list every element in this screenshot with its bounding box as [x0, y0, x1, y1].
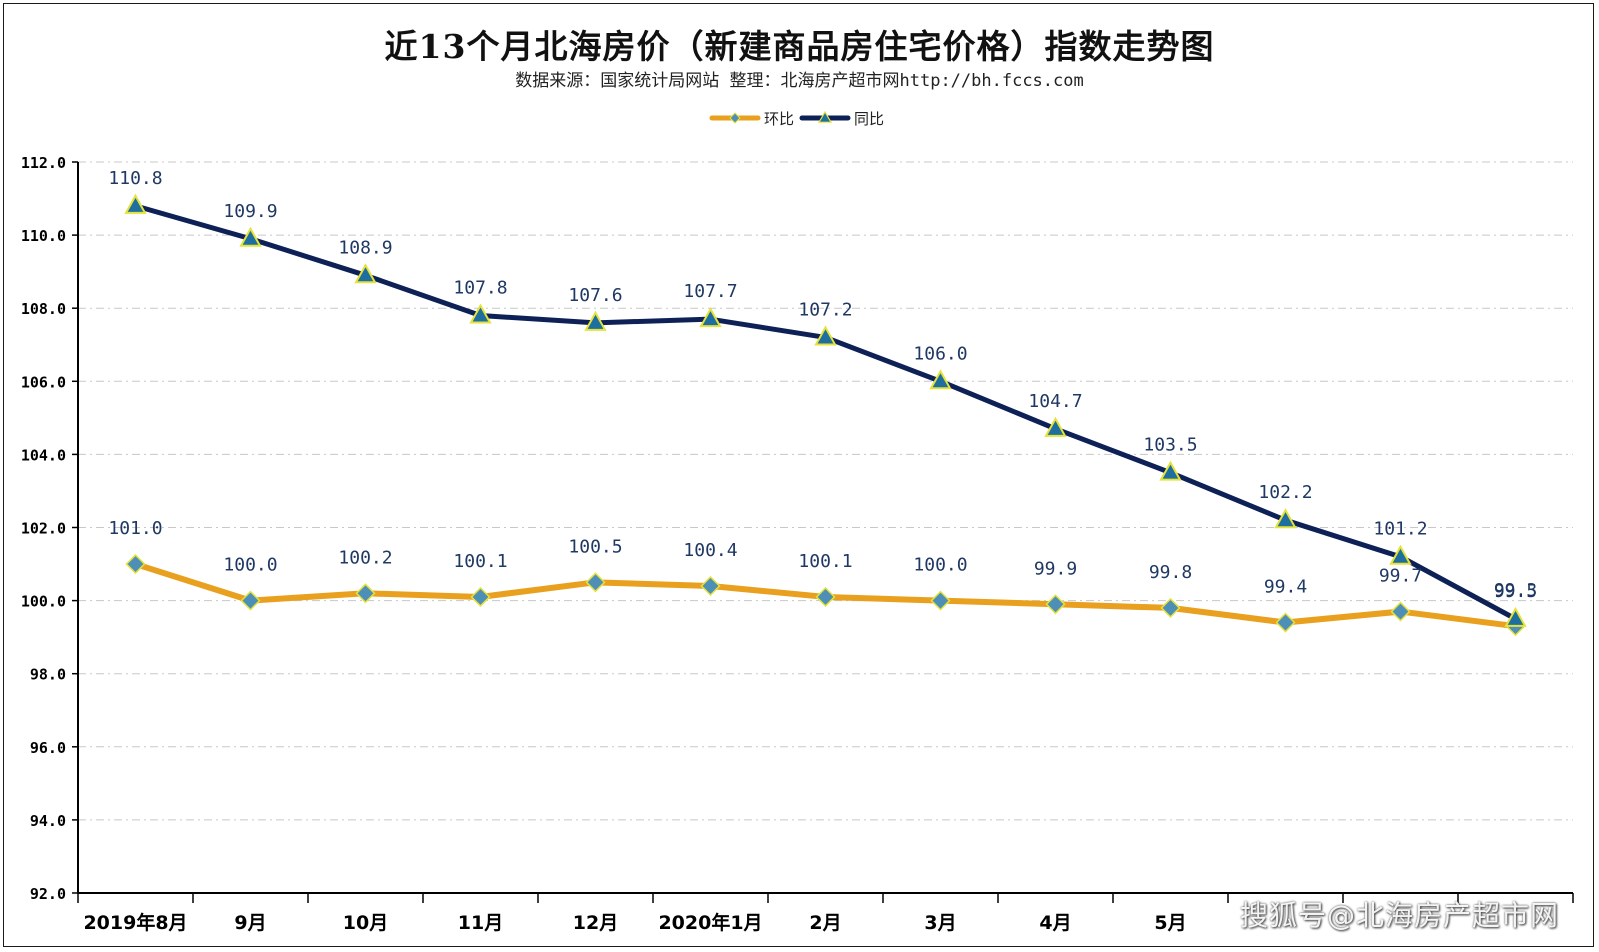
y-tick-label: 106.0 — [21, 373, 66, 391]
data-label: 100.5 — [568, 536, 622, 557]
data-point-环比 — [355, 583, 376, 604]
x-tick-label: 5月 — [1154, 912, 1186, 934]
data-point-同比 — [699, 307, 722, 328]
data-point-同比 — [1159, 460, 1182, 481]
data-point-环比 — [240, 590, 261, 611]
data-label: 99.7 — [1379, 566, 1422, 587]
data-point-环比 — [700, 575, 721, 597]
x-tick-label: 2020年1月 — [658, 911, 762, 934]
y-tick-label: 104.0 — [21, 446, 66, 464]
axis-layer: 92.0 94.0 96.0 98.0 100.0 102.0 104.0 106.0 108.… — [21, 154, 1574, 934]
data-label: 108.9 — [338, 237, 392, 258]
data-point-环比 — [1275, 612, 1296, 633]
data-label: 99.3 — [1494, 580, 1537, 601]
series-layer — [124, 193, 1527, 637]
data-label: 100.0 — [223, 555, 277, 576]
y-tick-label: 102.0 — [21, 520, 66, 538]
data-label: 107.7 — [683, 281, 737, 302]
data-point-同比 — [584, 310, 607, 331]
data-label: 100.0 — [913, 555, 967, 576]
x-tick-label: 10月 — [343, 912, 388, 934]
label-layer: 101.0 100.0 100.2 100.1 100.5 100.4 100.1 100.0… — [108, 168, 1537, 602]
data-label: 100.1 — [798, 551, 852, 572]
data-point-环比 — [815, 586, 836, 608]
y-tick-label: 100.0 — [21, 593, 66, 611]
x-tick-label: 4月 — [1039, 912, 1071, 934]
y-tick-label: 98.0 — [30, 666, 66, 684]
data-point-同比 — [469, 303, 492, 324]
chart-title: 近13个月北海房价（新建商品房住宅价格）指数走势图 — [384, 27, 1215, 66]
x-tick-label: 9月 — [234, 912, 266, 934]
data-point-环比 — [930, 590, 951, 611]
data-label: 110.8 — [108, 168, 162, 189]
data-label: 106.0 — [913, 343, 967, 364]
y-tick-label: 108.0 — [21, 300, 66, 318]
x-tick-label: 3月 — [924, 912, 956, 934]
y-tick-label: 92.0 — [30, 885, 66, 903]
data-point-同比 — [1274, 508, 1297, 529]
data-label: 101.2 — [1373, 519, 1427, 540]
data-point-环比 — [1045, 594, 1066, 615]
x-tick-label: 11月 — [458, 912, 503, 934]
data-point-同比 — [239, 226, 262, 247]
data-label: 100.4 — [683, 540, 737, 561]
data-point-同比 — [929, 369, 952, 390]
y-tick-label: 96.0 — [30, 739, 66, 757]
data-point-环比 — [585, 572, 606, 593]
legend: 环比 同比 — [709, 110, 884, 128]
data-label: 100.2 — [338, 547, 392, 568]
data-label: 104.7 — [1028, 391, 1082, 412]
y-tick-label: 110.0 — [21, 227, 66, 245]
data-point-同比 — [814, 325, 837, 346]
data-point-同比 — [1044, 416, 1067, 437]
chart-subtitle: 数据来源：国家统计局网站 整理：北海房产超市网http://bh.fccs.co… — [515, 71, 1084, 91]
data-label: 102.2 — [1258, 482, 1312, 503]
data-label: 99.5 — [1494, 581, 1537, 602]
data-label: 99.4 — [1264, 577, 1307, 598]
y-tick-label: 94.0 — [30, 812, 66, 830]
watermark: 搜狐号@北海房产超市网 — [1239, 899, 1559, 932]
chart-frame — [3, 3, 1594, 947]
legend-marker — [729, 112, 741, 124]
data-label: 99.9 — [1034, 558, 1077, 579]
data-point-环比 — [1390, 601, 1411, 622]
data-label: 99.8 — [1149, 562, 1192, 583]
data-point-同比 — [1504, 606, 1527, 627]
data-point-同比 — [354, 263, 377, 284]
data-point-环比 — [470, 586, 491, 608]
data-label: 107.6 — [568, 285, 622, 306]
legend-marker — [817, 110, 833, 123]
data-point-同比 — [124, 193, 147, 214]
data-label: 109.9 — [223, 201, 277, 222]
x-tick-label: 2019年8月 — [83, 911, 187, 934]
legend-label: 同比 — [854, 110, 884, 128]
x-tick-label: 2月 — [809, 912, 841, 934]
data-point-环比 — [1160, 597, 1181, 618]
x-tick-label: 12月 — [573, 912, 618, 934]
grid-layer — [78, 161, 1573, 821]
data-label: 103.5 — [1143, 435, 1197, 456]
data-point-同比 — [1389, 544, 1412, 565]
data-point-环比 — [125, 553, 146, 575]
data-label: 107.2 — [798, 299, 852, 320]
y-tick-label: 112.0 — [21, 154, 66, 172]
data-label: 101.0 — [108, 518, 162, 539]
data-label: 107.8 — [453, 278, 507, 299]
data-label: 100.1 — [453, 551, 507, 572]
legend-label: 环比 — [764, 110, 794, 128]
